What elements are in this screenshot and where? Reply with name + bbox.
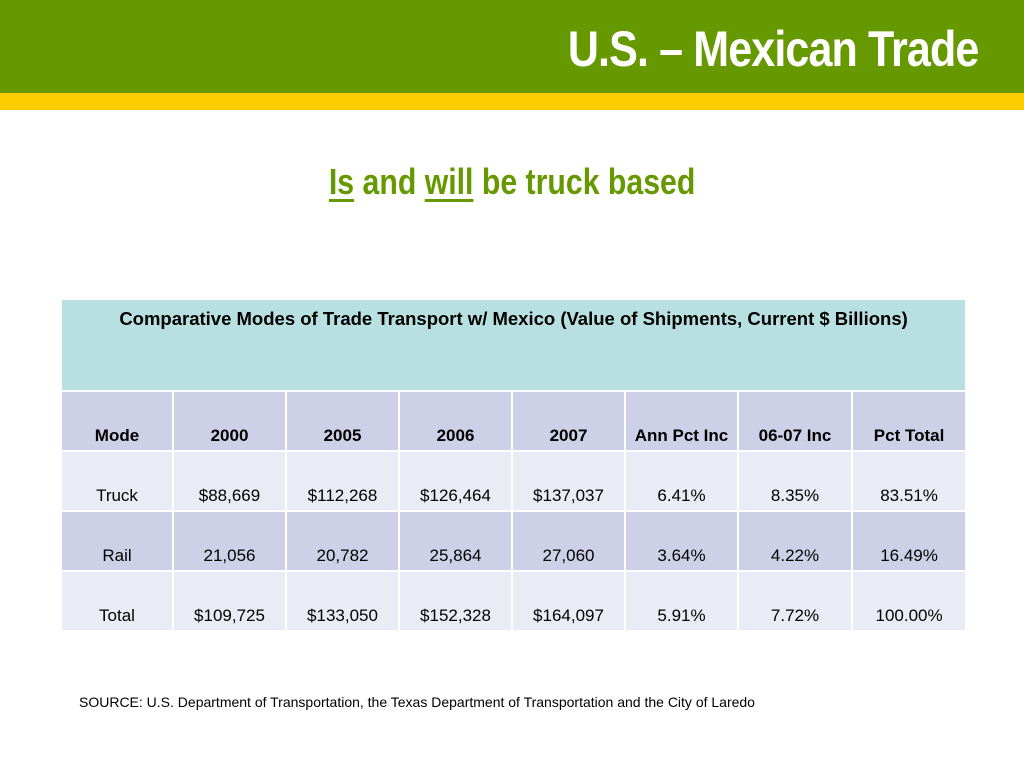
table-cell: 20,782	[285, 510, 400, 572]
table-cell: 7.72%	[737, 570, 853, 632]
trade-table: Comparative Modes of Trade Transport w/ …	[59, 298, 968, 632]
table-cell: Truck	[60, 450, 174, 512]
table-cell: 16.49%	[850, 510, 968, 572]
table-cell: $109,725	[172, 570, 287, 632]
table-cell: 8.35%	[737, 450, 853, 512]
table-cell: $164,097	[511, 570, 626, 632]
header-ann-pct-inc: Ann Pct Inc	[624, 390, 739, 452]
table-cell: 4.22%	[737, 510, 853, 572]
header-2005: 2005	[285, 390, 400, 452]
slide-title: U.S. – Mexican Trade	[567, 21, 978, 77]
table-cell: 25,864	[398, 510, 513, 572]
table-cell: 6.41%	[624, 450, 739, 512]
header-mode: Mode	[60, 390, 174, 452]
subtitle-is: Is	[328, 161, 355, 202]
table-cell: 83.51%	[850, 450, 968, 512]
table-cell: 3.64%	[624, 510, 739, 572]
table-cell: $126,464	[398, 450, 513, 512]
header-2007: 2007	[511, 390, 626, 452]
table-cell: $137,037	[511, 450, 626, 512]
header-2006: 2006	[398, 390, 513, 452]
table-header-row: Mode 2000 2005 2006 2007 Ann Pct Inc 06-…	[60, 390, 968, 452]
table-cell: Total	[60, 570, 174, 632]
header-2000: 2000	[172, 390, 287, 452]
table-row-rail: Rail 21,056 20,782 25,864 27,060 3.64% 4…	[60, 510, 968, 572]
table-cell: $112,268	[285, 450, 400, 512]
table-caption: Comparative Modes of Trade Transport w/ …	[59, 298, 968, 392]
table-cell: 100.00%	[850, 570, 968, 632]
source-note: SOURCE: U.S. Department of Transportatio…	[79, 694, 755, 710]
table-cell: $152,328	[398, 570, 513, 632]
table-cell: 27,060	[511, 510, 626, 572]
title-accent-bar	[0, 93, 1024, 110]
header-06-07-inc: 06-07 Inc	[737, 390, 853, 452]
table-row-truck: Truck $88,669 $112,268 $126,464 $137,037…	[60, 450, 968, 512]
table-cell: 21,056	[172, 510, 287, 572]
table-row-total: Total $109,725 $133,050 $152,328 $164,09…	[60, 570, 968, 632]
header-pct-total: Pct Total	[850, 390, 968, 452]
trade-table-container: Comparative Modes of Trade Transport w/ …	[59, 298, 968, 632]
table-cell: $133,050	[285, 570, 400, 632]
slide-subtitle: Is and will be truck based	[0, 160, 1024, 204]
table-cell: 5.91%	[624, 570, 739, 632]
subtitle-rest: be truck based	[481, 161, 696, 202]
subtitle-will: will	[424, 161, 474, 202]
subtitle-and: and	[362, 161, 417, 202]
table-cell: $88,669	[172, 450, 287, 512]
table-cell: Rail	[60, 510, 174, 572]
title-bar: U.S. – Mexican Trade	[0, 0, 1024, 93]
